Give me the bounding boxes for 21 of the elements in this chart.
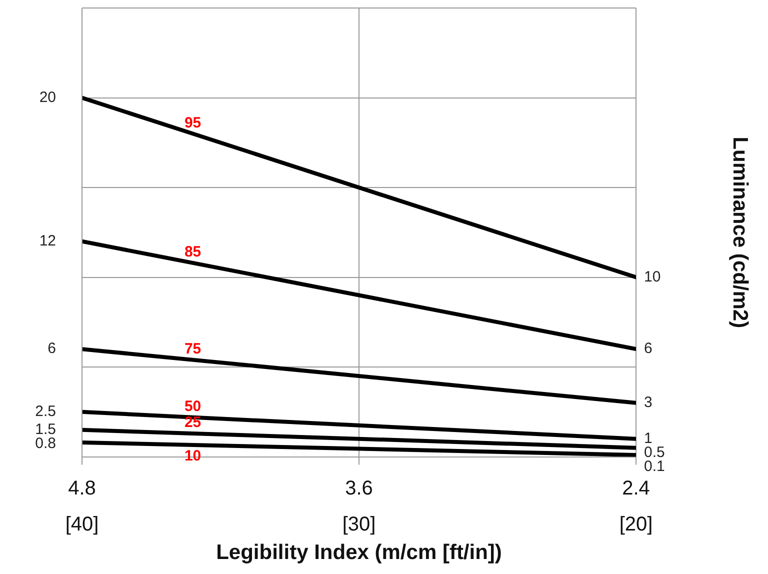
data-label: 2.5 xyxy=(35,403,56,420)
data-label: 6 xyxy=(48,340,56,358)
x2-tick-label: [40] xyxy=(65,513,99,536)
x-tick-label: 4.8 xyxy=(68,477,96,500)
y-axis-title: Luminance (cd/m2) xyxy=(728,136,752,328)
x-axis-title: Legibility Index (m/cm [ft/in]) xyxy=(216,541,502,564)
series-label: 75 xyxy=(184,340,202,358)
x2-tick-label: [30] xyxy=(342,513,376,536)
series-label: 95 xyxy=(184,114,202,132)
x-tick-label: 2.4 xyxy=(622,477,650,500)
x2-tick-label: [20] xyxy=(619,513,653,536)
data-label: 12 xyxy=(39,232,56,250)
x-tick-label: 3.6 xyxy=(345,477,373,500)
data-label: 6 xyxy=(644,340,652,358)
series-label: 85 xyxy=(184,244,202,261)
data-label: 20 xyxy=(39,88,56,106)
series-label: 50 xyxy=(184,398,202,415)
data-label: 3 xyxy=(644,394,652,412)
series-label: 10 xyxy=(184,448,202,465)
series-label: 25 xyxy=(184,414,202,432)
data-label: 10 xyxy=(644,268,661,286)
